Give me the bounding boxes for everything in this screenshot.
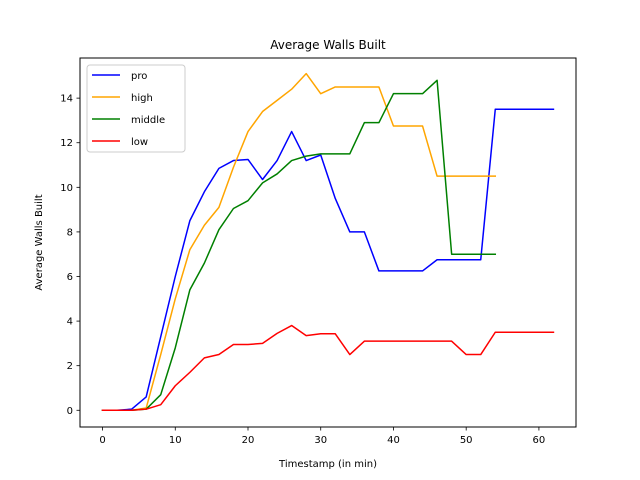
- legend-label-pro: pro: [131, 71, 147, 82]
- legend-label-middle: middle: [131, 115, 165, 126]
- plot-area: [79, 57, 577, 428]
- y-tick-label: 0: [67, 406, 73, 417]
- y-tick-label: 10: [60, 183, 73, 194]
- y-axis: 0 2 4 6 8 10 12 14: [60, 94, 80, 417]
- x-axis-label: Timestamp (in min): [278, 459, 377, 470]
- x-axis: 0 10 20 30 40 50 60: [99, 427, 545, 446]
- series-line-high: [101, 72, 497, 412]
- x-tick-label: 10: [169, 435, 182, 446]
- y-tick-label: 6: [67, 272, 73, 283]
- y-tick-label: 2: [67, 361, 73, 372]
- x-tick-label: 40: [387, 435, 400, 446]
- y-axis-label: Average Walls Built: [34, 194, 45, 290]
- series-line-middle: [101, 79, 497, 412]
- legend-box: [86, 64, 186, 153]
- legend: pro high middle low: [86, 64, 186, 153]
- x-tick-label: 0: [99, 435, 105, 446]
- chart-title: Average Walls Built: [270, 38, 386, 52]
- x-tick-label: 30: [314, 435, 327, 446]
- series-line-low: [101, 324, 555, 412]
- legend-label-low: low: [131, 137, 148, 148]
- series-lines: [101, 72, 555, 412]
- y-tick-label: 8: [67, 227, 73, 238]
- x-tick-label: 50: [460, 435, 473, 446]
- x-tick-label: 20: [242, 435, 255, 446]
- y-tick-label: 4: [67, 317, 73, 328]
- y-tick-label: 12: [60, 138, 73, 149]
- x-tick-label: 60: [533, 435, 546, 446]
- legend-label-high: high: [131, 93, 153, 104]
- y-tick-label: 14: [60, 94, 73, 105]
- plot-frame: [79, 57, 577, 428]
- series-line-pro: [101, 108, 555, 412]
